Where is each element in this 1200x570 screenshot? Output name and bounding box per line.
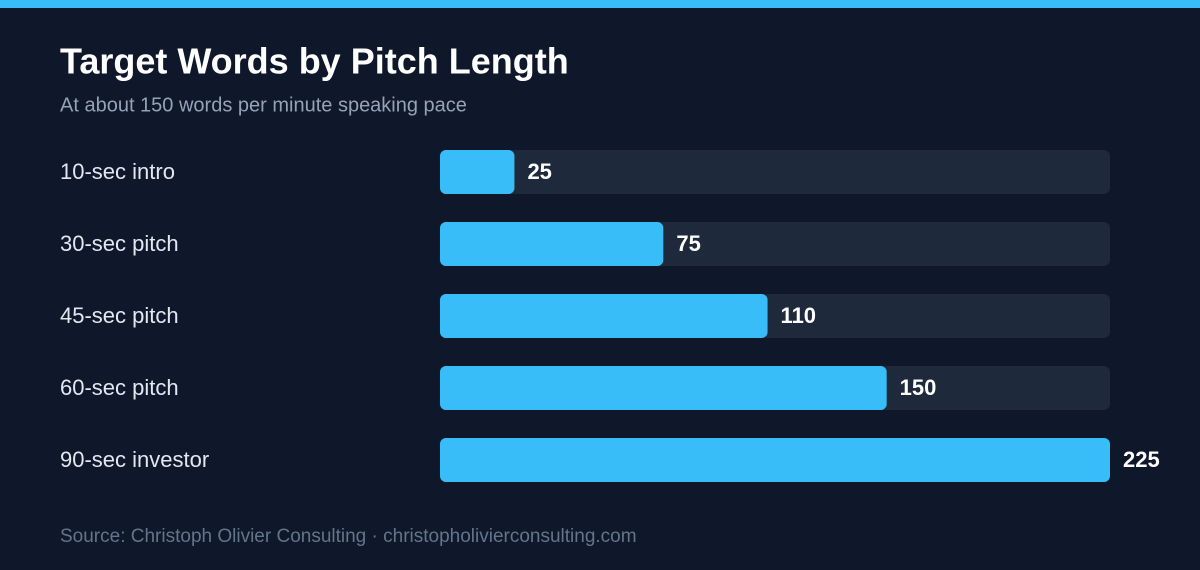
category-label: 10-sec intro [60, 159, 175, 184]
source-note: Source: Christoph Olivier Consulting · c… [60, 526, 637, 547]
chart-title: Target Words by Pitch Length [60, 41, 569, 82]
bar [440, 222, 664, 266]
top-stripe [0, 0, 1200, 8]
value-label: 225 [1123, 447, 1160, 472]
bar [440, 438, 1110, 482]
category-label: 30-sec pitch [60, 231, 179, 256]
bar-track [440, 150, 1110, 194]
value-label: 25 [527, 159, 551, 184]
bar [440, 294, 768, 338]
bar [440, 150, 515, 194]
value-label: 75 [676, 231, 700, 256]
chart-subtitle: At about 150 words per minute speaking p… [60, 94, 467, 116]
category-label: 60-sec pitch [60, 375, 179, 400]
value-label: 150 [900, 375, 937, 400]
category-label: 90-sec investor [60, 447, 209, 472]
value-label: 110 [781, 303, 817, 328]
category-label: 45-sec pitch [60, 303, 179, 328]
bar [440, 366, 887, 410]
